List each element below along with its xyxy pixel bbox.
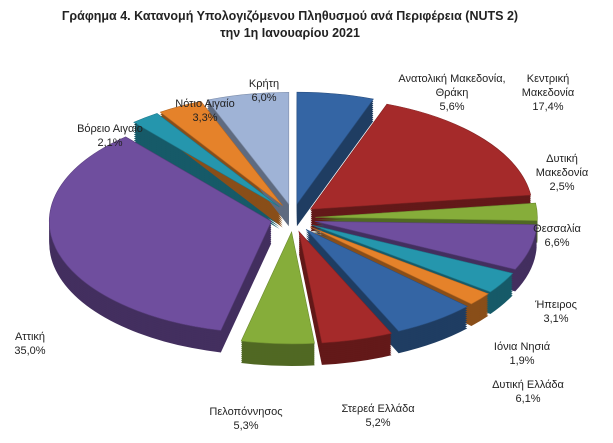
pie-slice [240, 231, 315, 345]
pie-slice [315, 202, 538, 221]
chart-title: Γράφημα 4. Κατανομή Υπολογιζόμενου Πληθυ… [61, 9, 519, 23]
value-label: 3,1% [543, 313, 569, 325]
pie-slice [298, 230, 393, 344]
slice-label: Κρήτη 6,0% [234, 77, 294, 105]
category-name: Ιόνια Νησιά [493, 341, 551, 353]
category-name: Δυτική Μακεδονία [535, 153, 589, 179]
slice-label: Ανατολική Μακεδονία, Θράκη 5,6% [395, 72, 510, 114]
category-name: Ήπειρος [535, 299, 577, 311]
value-label: 6,6% [544, 237, 570, 249]
category-name: Πελοπόννησος [209, 406, 283, 418]
value-label: 35,0% [14, 345, 46, 357]
value-label: 6,0% [251, 92, 277, 104]
pie-slice [309, 103, 532, 210]
pie-slice [49, 136, 272, 331]
pie-slice [159, 101, 283, 206]
slice-label: Νότιο Αιγαίο 3,3% [155, 97, 255, 125]
slice-label: Στερεά Ελλάδα 5,2% [328, 402, 428, 430]
category-name: Κρήτη [248, 78, 280, 90]
value-label: 5,3% [233, 420, 259, 432]
slice-label: Κεντρική Μακεδονία 17,4% [508, 72, 588, 114]
category-name: Αττική [14, 331, 46, 343]
chart-subtitle: την 1η Ιανουαρίου 2021 [220, 26, 360, 40]
category-name: Νότιο Αιγαίο [175, 98, 235, 110]
slice-label: Δυτική Μακεδονία 2,5% [526, 152, 598, 194]
value-label: 1,9% [509, 355, 535, 367]
slice-label: Βόρειο Αιγαίο 2,1% [60, 122, 160, 150]
value-label: 2,1% [97, 137, 123, 149]
category-name: Ανατολική Μακεδονία, Θράκη [398, 73, 506, 99]
slice-label: Ιόνια Νησιά 1,9% [477, 340, 567, 368]
pie-slice [314, 220, 537, 270]
category-name: Βόρειο Αιγαίο [77, 123, 143, 135]
pie-slice [133, 113, 280, 208]
pie-slice [312, 224, 514, 293]
slice-label: Αττική 35,0% [0, 330, 60, 358]
slice-label: Πελοπόννησος 5,3% [196, 405, 296, 433]
category-name: Κεντρική Μακεδονία [521, 73, 575, 99]
category-name: Θεσσαλία [533, 223, 581, 235]
value-label: 5,2% [365, 417, 391, 429]
value-label: 17,4% [532, 101, 564, 113]
pie-slice [305, 229, 468, 332]
value-label: 3,3% [192, 112, 218, 124]
slice-label: Ήπειρος 3,1% [526, 298, 586, 326]
pie-slice [296, 91, 374, 206]
category-name: Δυτική Ελλάδα [492, 379, 564, 391]
slice-label: Δυτική Ελλάδα 6,1% [478, 378, 578, 406]
slice-label: Θεσσαλία 6,6% [522, 222, 592, 250]
pie-slice [206, 91, 290, 206]
value-label: 6,1% [515, 393, 541, 405]
value-label: 2,5% [549, 181, 575, 193]
value-label: 5,6% [439, 101, 465, 113]
category-name: Στερεά Ελλάδα [341, 403, 415, 415]
title-block: Γράφημα 4. Κατανομή Υπολογιζόμενου Πληθυ… [0, 8, 580, 42]
pie-slice [310, 226, 490, 305]
